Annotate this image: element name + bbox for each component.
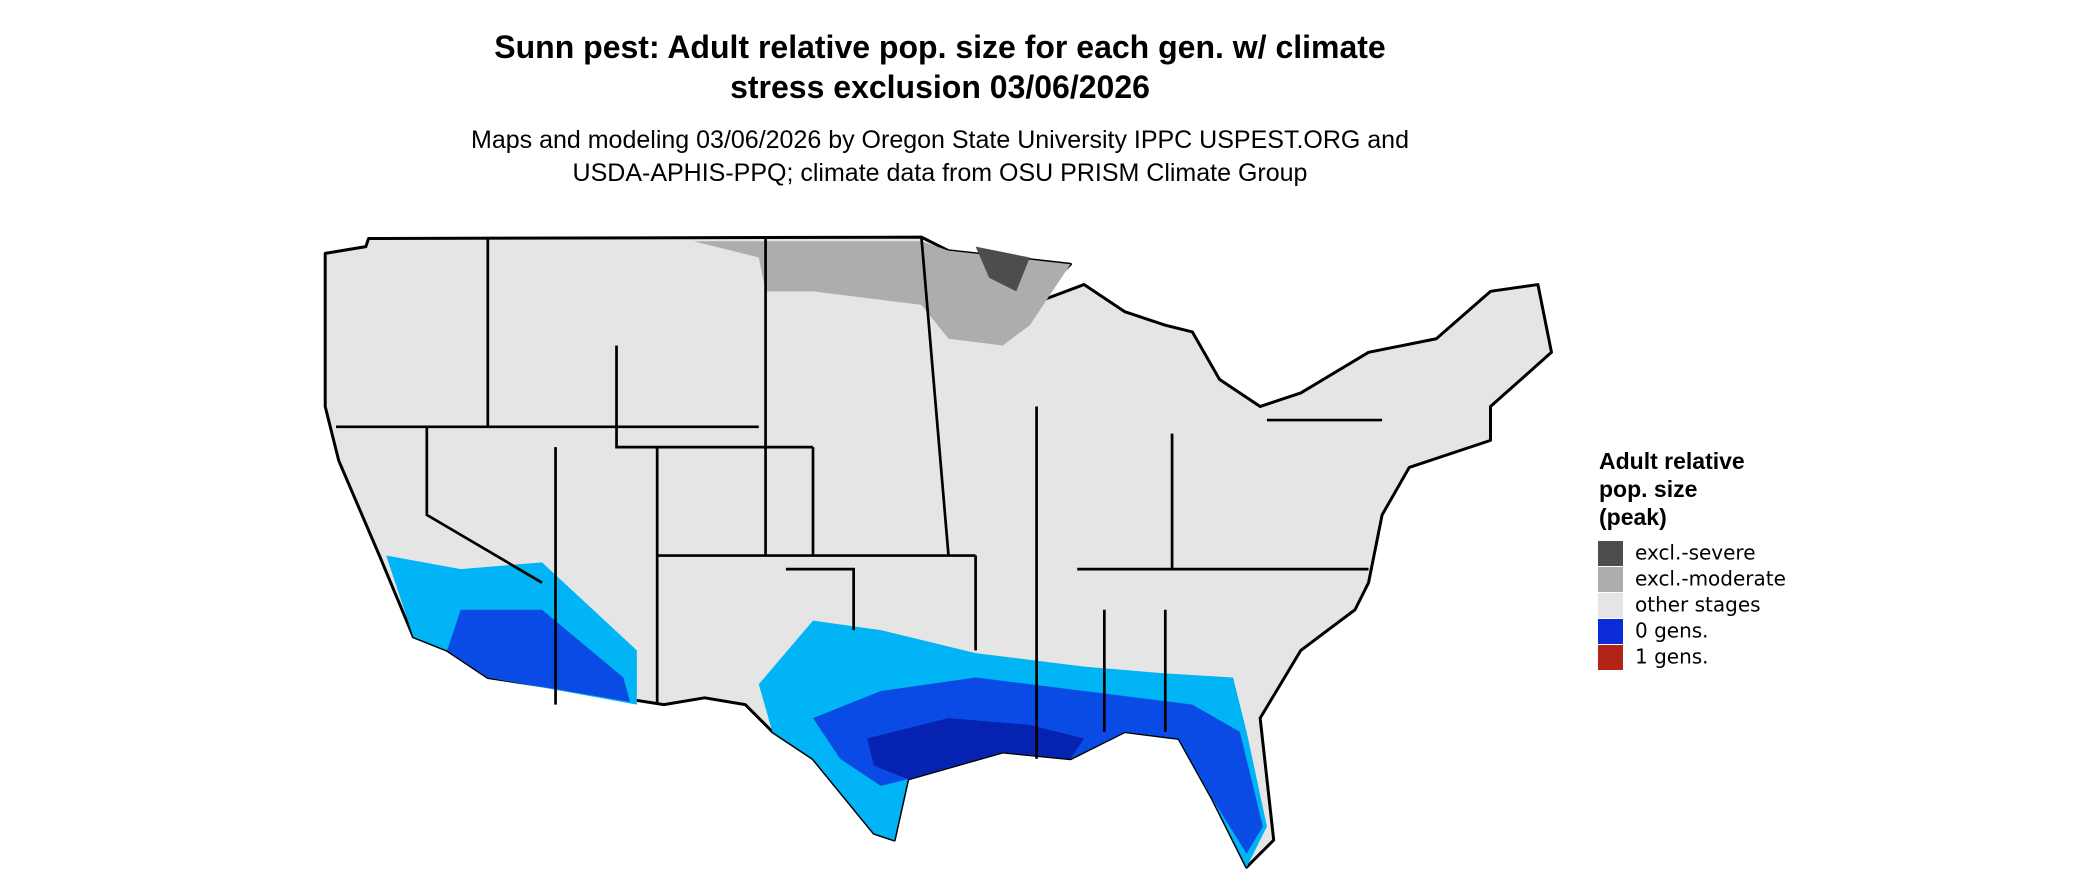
legend-swatch: [1598, 645, 1623, 670]
legend-title: (peak): [1599, 504, 1667, 530]
state-lines: [336, 237, 1383, 759]
us-map: [323, 235, 1553, 869]
legend-label: 0 gens.: [1635, 619, 1709, 643]
subtitle-line: Maps and modeling 03/06/2026 by Oregon S…: [471, 126, 1409, 154]
excl-moderate-area: [693, 241, 1071, 346]
legend-swatch: [1598, 619, 1623, 644]
excl-severe-area: [975, 246, 1030, 292]
legend-swatch: [1598, 567, 1623, 592]
title-line: Sunn pest: Adult relative pop. size for …: [494, 29, 1385, 65]
legend-label: 1 gens.: [1635, 645, 1709, 669]
legend-label: excl.-moderate: [1635, 567, 1786, 591]
legend-label: excl.-severe: [1635, 541, 1756, 565]
us-land: [323, 235, 1553, 869]
dark-blue-area: [867, 718, 1084, 780]
legend-title: pop. size: [1599, 476, 1697, 502]
legend-title: Adult relative: [1599, 448, 1745, 474]
subtitle-line: USDA-APHIS-PPQ; climate data from OSU PR…: [573, 159, 1308, 187]
sw-blue-area: [447, 609, 631, 702]
blue-area: [813, 677, 1263, 854]
legend-label: other stages: [1635, 593, 1761, 617]
legend-swatch: [1598, 541, 1623, 566]
title-line: stress exclusion 03/06/2026: [730, 69, 1150, 105]
legend-swatch: [1598, 593, 1623, 618]
state-line: [336, 237, 1383, 759]
